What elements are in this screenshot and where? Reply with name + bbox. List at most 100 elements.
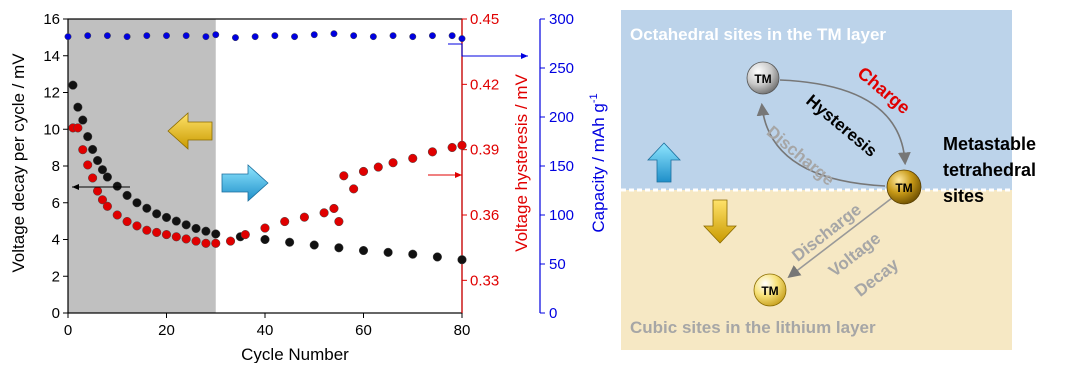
series-right1-point-26 bbox=[334, 216, 344, 227]
series-right1-point-20 bbox=[240, 230, 250, 240]
series-right1-point-15 bbox=[181, 234, 191, 244]
left-big-arrow bbox=[167, 112, 213, 150]
arrow-to-left-axis-head bbox=[72, 184, 79, 190]
capacity-tick-label-200: 200 bbox=[549, 109, 574, 126]
series-right1-point-4 bbox=[88, 173, 98, 183]
series-left-point-6 bbox=[97, 165, 108, 175]
series-left-point-10 bbox=[132, 198, 142, 208]
series-left-point-17 bbox=[201, 226, 211, 236]
series-right1-point-33 bbox=[427, 147, 438, 157]
series-left-point-26 bbox=[408, 249, 418, 259]
left-tick-label-8: 8 bbox=[52, 158, 60, 175]
capacity-tick-label-300: 300 bbox=[549, 11, 574, 28]
series-right2-point-20 bbox=[448, 32, 456, 40]
hysteresis-tick-label-0.45: 0.45 bbox=[470, 11, 499, 28]
series-right1-point-34 bbox=[447, 142, 457, 153]
left-tick-label-0: 0 bbox=[52, 305, 60, 322]
series-right1-point-8 bbox=[112, 210, 122, 220]
series-left-point-27 bbox=[432, 252, 442, 262]
x-tick-label-20: 20 bbox=[158, 322, 175, 339]
series-right1-point-23 bbox=[299, 212, 309, 222]
series-right1-point-5 bbox=[93, 186, 103, 196]
series-right1-point-18 bbox=[211, 238, 221, 248]
series-right2-point-3 bbox=[123, 33, 131, 41]
series-left-point-15 bbox=[181, 220, 191, 230]
series-right2-point-18 bbox=[409, 33, 417, 41]
series-left-point-22 bbox=[309, 240, 319, 250]
series-right1-point-22 bbox=[280, 216, 290, 227]
hysteresis-tick-label-0.33: 0.33 bbox=[470, 272, 499, 289]
series-left-point-1 bbox=[73, 102, 83, 112]
series-right1-point-7 bbox=[102, 201, 112, 211]
capacity-tick-label-100: 100 bbox=[549, 207, 574, 224]
series-left-point-25 bbox=[383, 247, 393, 257]
series-right1-point-1 bbox=[73, 123, 83, 133]
capacity-tick-label-150: 150 bbox=[549, 158, 574, 175]
metastable-label-3: sites bbox=[943, 186, 984, 206]
series-right2-point-4 bbox=[143, 32, 151, 40]
series-right1-point-13 bbox=[161, 230, 172, 240]
series-right1-point-30 bbox=[373, 162, 383, 172]
capacity-tick-label-250: 250 bbox=[549, 60, 574, 77]
series-right2-point-15 bbox=[350, 32, 358, 40]
series-right1-point-24 bbox=[319, 208, 329, 218]
series-right1-point-10 bbox=[132, 221, 142, 231]
series-left-point-7 bbox=[102, 172, 112, 182]
tm-octahedral-label: TM bbox=[754, 72, 771, 86]
left-tick-label-2: 2 bbox=[52, 268, 60, 285]
x-axis-label: Cycle Number bbox=[241, 345, 349, 363]
right1-axis-label: Voltage hysteresis / mV bbox=[512, 74, 531, 252]
bottom-layer-region bbox=[621, 190, 1012, 350]
hysteresis-tick-label-0.39: 0.39 bbox=[470, 142, 499, 159]
series-right2-point-16 bbox=[369, 33, 377, 41]
series-left-point-0 bbox=[68, 80, 78, 90]
arrow-to-capacity-axis-head bbox=[521, 53, 528, 59]
series-right2-point-13 bbox=[310, 31, 318, 39]
series-left-point-12 bbox=[152, 209, 162, 219]
series-left-point-11 bbox=[142, 203, 152, 213]
top-layer-region bbox=[621, 10, 1012, 190]
left-tick-label-14: 14 bbox=[43, 48, 60, 65]
hysteresis-tick-label-0.36: 0.36 bbox=[470, 207, 499, 224]
series-right2-point-6 bbox=[182, 32, 190, 40]
series-right1-point-21 bbox=[260, 223, 270, 233]
up-arrow bbox=[647, 142, 681, 183]
series-right2-point-8 bbox=[212, 31, 220, 39]
tm-tetrahedral-label: TM bbox=[895, 181, 912, 195]
series-left-point-5 bbox=[93, 155, 103, 166]
series-right1-point-32 bbox=[408, 153, 418, 163]
series-right1-point-16 bbox=[191, 236, 201, 246]
capacity-tick-label-50: 50 bbox=[549, 256, 566, 273]
left-tick-label-12: 12 bbox=[43, 85, 60, 102]
series-right2-point-19 bbox=[429, 32, 436, 40]
tm-lithium-layer-sphere bbox=[753, 273, 787, 307]
series-left-point-2 bbox=[78, 115, 88, 125]
series-right1-point-2 bbox=[78, 145, 88, 155]
right-axis-capacity: 0 50 100 150 200 250 300 bbox=[539, 11, 574, 322]
series-right1-point-25 bbox=[329, 203, 339, 214]
left-axis: 0 2 4 6 8 10 12 14 16 bbox=[43, 11, 68, 322]
series-right2-point-2 bbox=[103, 32, 111, 40]
series-left-point-8 bbox=[112, 181, 122, 191]
bottom-title: Cubic sites in the lithium layer bbox=[630, 318, 876, 337]
series-right1-point-11 bbox=[142, 225, 152, 235]
series-right2-point-17 bbox=[389, 32, 397, 40]
series-right1-point-28 bbox=[349, 184, 359, 194]
x-axis: 0 20 40 60 80 bbox=[64, 313, 471, 339]
series-right1-point-9 bbox=[122, 216, 132, 227]
series-right2-point-1 bbox=[84, 32, 92, 40]
series-right2-point-0 bbox=[64, 33, 72, 41]
discharge-path-lower bbox=[787, 197, 893, 278]
right-big-arrow bbox=[221, 164, 269, 202]
arrow-to-hysteresis-axis-head bbox=[455, 172, 462, 178]
series-right1-point-35 bbox=[457, 140, 467, 150]
series-left-point-28 bbox=[457, 255, 467, 265]
series-right1-point-3 bbox=[83, 160, 93, 170]
tm-lithium-layer-label: TM bbox=[761, 284, 778, 298]
series-right1-point-29 bbox=[358, 166, 369, 176]
metastable-label-2: tetrahedral bbox=[943, 160, 1036, 180]
x-tick-label-80: 80 bbox=[454, 322, 471, 339]
series-left-point-21 bbox=[285, 237, 295, 247]
